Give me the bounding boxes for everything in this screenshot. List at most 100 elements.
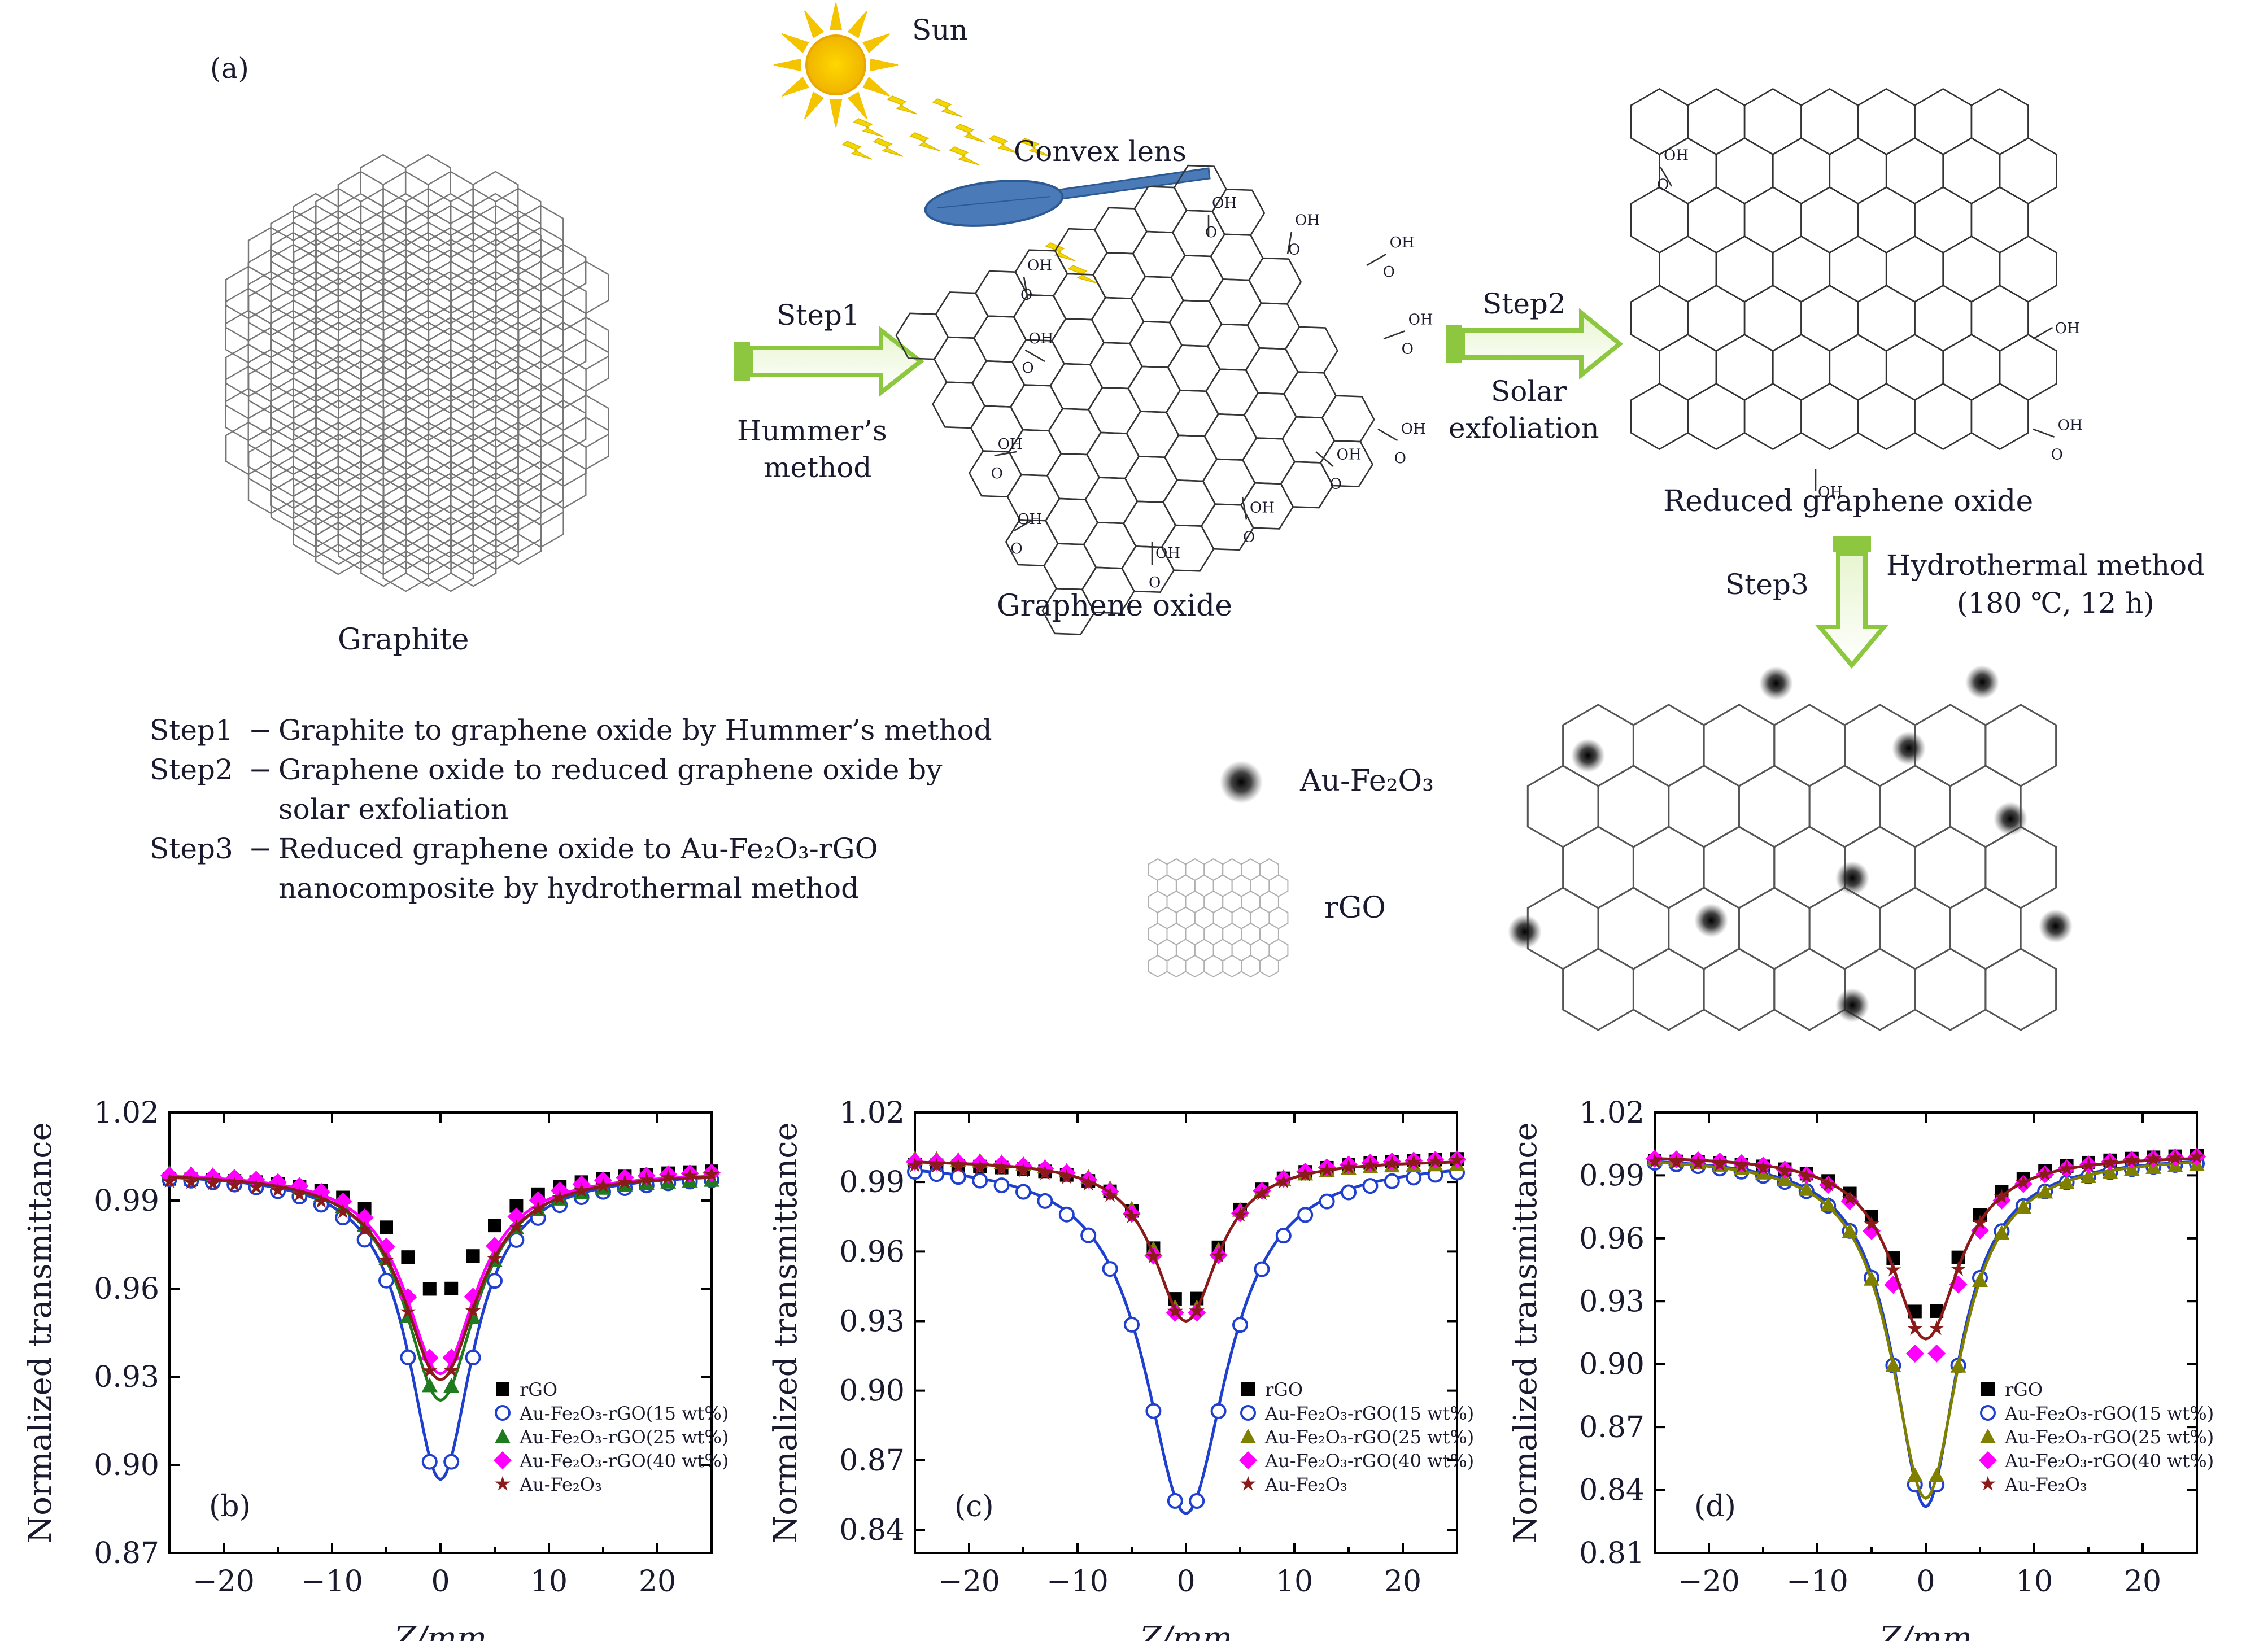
data-point: [1124, 1208, 1140, 1223]
step1-method-line2: method: [764, 451, 871, 484]
carbon-ring: [1129, 320, 1183, 368]
y-tick-label: 0.87: [94, 1537, 159, 1570]
panel-a-label: (a): [210, 52, 249, 85]
legend-label: Au-Fe₂O₃-rGO(25 wt%): [519, 1426, 729, 1448]
data-point: [1319, 1162, 1335, 1177]
carbon-ring: [935, 291, 989, 339]
data-point: [508, 1219, 525, 1234]
legend-marker: [1980, 1476, 1996, 1491]
carbon-ring: [1094, 207, 1148, 255]
data-point: [1232, 1207, 1248, 1222]
chart-panel-0: −20 −10 0 10 20 0.87 0.90 0.93 0.96 0.99 1.02 Z/mm N…: [22, 1096, 729, 1641]
data-point: [1276, 1173, 1292, 1189]
reduced-graphene-oxide-structure-icon: OH O OH OH OH O: [1630, 88, 2083, 501]
sun-ray: [773, 58, 801, 72]
o-text: O: [1149, 574, 1161, 591]
data-point: [660, 1169, 676, 1185]
y-tick-label: 0.90: [839, 1374, 905, 1408]
o-text: O: [1243, 529, 1255, 545]
carboxyl-group: OH O: [1205, 195, 1237, 241]
data-point: [1972, 1272, 1988, 1288]
y-tick-label: 0.99: [94, 1184, 159, 1218]
data-point: [1210, 1247, 1227, 1263]
light-ray: [949, 146, 980, 165]
data-point: [617, 1174, 633, 1189]
fit-line: [1654, 1160, 2197, 1500]
y-axis-label: Normalized transmittance: [1507, 1122, 1544, 1543]
data-point: [422, 1282, 437, 1296]
data-point: [928, 1158, 945, 1173]
data-point: [1929, 1320, 1944, 1336]
carbon-ring: [1086, 431, 1140, 479]
step2-arrow-icon: [1446, 308, 1624, 380]
series-4: [907, 1152, 1465, 1323]
carbon-ring: [1132, 230, 1186, 278]
legend-marker: [1241, 1382, 1255, 1396]
carbon-ring: [1630, 186, 1689, 254]
data-point: [1733, 1158, 1750, 1173]
carbon-ring: [1170, 254, 1224, 302]
carbon-ring: [1914, 186, 1973, 254]
data-point: [1254, 1261, 1270, 1277]
oh-text: OH: [1295, 212, 1320, 229]
oh-text: OH: [1818, 484, 1843, 501]
step1-desc-step: Step1: [150, 714, 233, 747]
carbon-ring: [1914, 382, 1973, 451]
rgo-hexagon: [1914, 826, 1987, 909]
data-point: [682, 1168, 698, 1183]
rgo-hexagon: [1703, 704, 1776, 787]
data-point: [1907, 1467, 1923, 1482]
panel-label: (d): [1694, 1490, 1736, 1524]
data-point: [1885, 1262, 1901, 1277]
legend-label: Au-Fe₂O₃-rGO(40 wt%): [519, 1450, 729, 1472]
rgo-legend-label: rGO: [1324, 891, 1386, 925]
legend-marker: [1980, 1429, 1996, 1443]
data-point: [972, 1159, 988, 1175]
step2-label: Step2: [1482, 287, 1566, 320]
step3-desc-line2: nanocomposite by hydrothermal method: [278, 872, 859, 905]
sun-label: Sun: [912, 14, 968, 46]
o-text: O: [1394, 450, 1406, 467]
data-point: [1971, 1221, 1989, 1240]
hydroxyl-group: OH: [1815, 469, 1843, 501]
x-tick-label: 20: [639, 1565, 676, 1599]
data-point: [1406, 1154, 1421, 1169]
y-tick-label: 0.87: [839, 1444, 905, 1478]
legend-marker: [1979, 1451, 1997, 1469]
x-tick-label: 0: [1916, 1565, 1935, 1599]
x-tick-label: 10: [530, 1565, 568, 1599]
carboxyl-group: OH O: [1149, 542, 1180, 591]
data-point: [1972, 1215, 1988, 1230]
carbon-ring: [1051, 318, 1105, 366]
rgo-hexagon: [1562, 826, 1634, 909]
legend-marker: [1981, 1382, 1995, 1396]
data-point: [1406, 1169, 1422, 1186]
step2-desc-dash: −: [248, 753, 272, 786]
carbon-ring: [1942, 333, 2001, 401]
carbon-ring: [1687, 88, 1746, 156]
o-text: O: [991, 465, 1003, 482]
data-point: [444, 1281, 459, 1295]
y-tick-label: 1.02: [839, 1096, 905, 1130]
y-axis-label: Normalized transmittance: [22, 1122, 59, 1543]
data-point: [552, 1190, 568, 1205]
data-point: [1275, 1228, 1292, 1244]
rgo-hexagon: [1738, 887, 1811, 970]
data-point: [356, 1221, 373, 1236]
rgo-legend-hexagon: [1148, 954, 1168, 978]
au-fe2o3-nanoparticle: [1694, 904, 1728, 937]
sun-ray: [862, 33, 890, 54]
data-point: [993, 1160, 1010, 1176]
legend-marker: [494, 1451, 512, 1469]
panel-a-schematic: (a) Sun Convex lens Graphite Step1 Humme…: [150, 2, 2205, 1031]
data-point: [950, 1169, 966, 1185]
data-point: [1864, 1216, 1879, 1231]
x-tick-label: −10: [1786, 1565, 1848, 1599]
data-point: [1102, 1187, 1118, 1202]
data-point: [1799, 1168, 1815, 1184]
legend-label: Au-Fe₂O₃-rGO(15 wt%): [2004, 1403, 2214, 1424]
data-point: [291, 1186, 308, 1202]
carbon-ring: [1687, 382, 1746, 451]
carboxyl-group: OH O: [991, 436, 1023, 482]
